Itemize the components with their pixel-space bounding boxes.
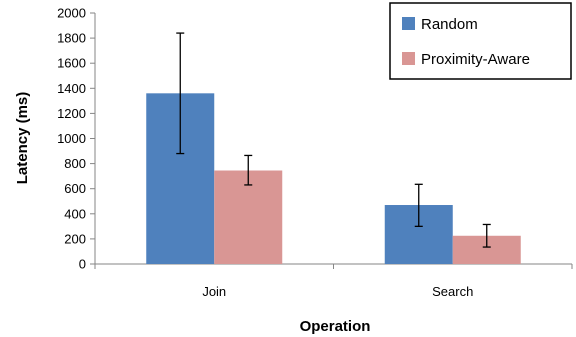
y-axis-title: Latency (ms) xyxy=(14,92,31,185)
y-tick-label: 600 xyxy=(64,181,86,196)
x-category-label: Join xyxy=(202,284,226,299)
y-tick-label: 400 xyxy=(64,206,86,221)
y-tick-label: 1200 xyxy=(57,106,86,121)
plot-area: 0 200 400 600 800 1000 1200 1400 1600 1800 2000 Joi… xyxy=(57,6,573,299)
legend: Random Proximity-Aware xyxy=(389,2,572,80)
legend-swatch-random xyxy=(402,17,415,30)
x-axis-title: Operation xyxy=(300,318,371,335)
y-tick-label: 1800 xyxy=(57,31,86,46)
legend-swatch-proximity-aware xyxy=(402,52,415,65)
legend-label-proximity-aware: Proximity-Aware xyxy=(421,51,530,68)
y-tick-label: 0 xyxy=(79,257,86,272)
bar-proximity-aware-join xyxy=(214,170,283,264)
legend-box xyxy=(389,2,572,80)
y-tick-label: 1600 xyxy=(57,56,86,71)
y-tick-label: 2000 xyxy=(57,6,86,21)
y-tick-label: 800 xyxy=(64,156,86,171)
y-tick-label: 200 xyxy=(64,231,86,246)
x-category-label: Search xyxy=(432,284,473,299)
y-tick-label: 1000 xyxy=(57,131,86,146)
y-tick-label: 1400 xyxy=(57,81,86,96)
legend-label-random: Random xyxy=(421,16,478,33)
